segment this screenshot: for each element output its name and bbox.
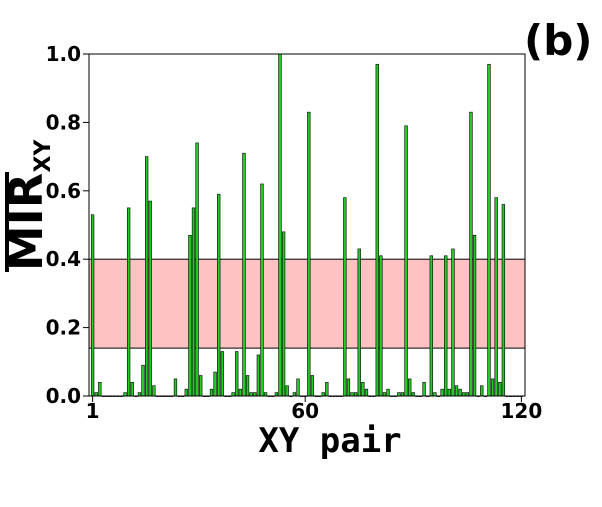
bar-90 <box>411 392 415 397</box>
x-axis-label: XY pair <box>258 421 401 461</box>
x-tick-label: 120 <box>501 399 543 423</box>
bar-42 <box>238 388 242 397</box>
bar-11 <box>126 207 131 397</box>
bar-105 <box>465 392 469 397</box>
bar-115 <box>501 204 506 397</box>
panel-label: (b) <box>524 16 592 65</box>
bar-65 <box>321 392 325 397</box>
bar-44 <box>245 375 250 397</box>
bar-83 <box>386 388 390 397</box>
bar-53 <box>278 53 282 397</box>
bar-46 <box>253 392 257 397</box>
bar-100 <box>447 388 451 397</box>
bar-43 <box>242 152 246 397</box>
bar-15 <box>141 364 145 397</box>
y-tick-label: 0.6 <box>46 179 81 203</box>
bar-55 <box>285 385 289 397</box>
bar-series <box>90 53 524 397</box>
y-tick-label: 0.8 <box>46 110 81 134</box>
y-axis-label: MIR XY <box>0 138 56 272</box>
bar-12 <box>130 382 134 397</box>
bar-28 <box>188 234 192 397</box>
bar-107 <box>472 234 477 397</box>
bar-103 <box>458 388 462 397</box>
bar-80 <box>375 63 379 397</box>
bar-29 <box>191 207 196 397</box>
bar-30 <box>195 142 199 397</box>
bar-14 <box>137 392 142 397</box>
bar-81 <box>379 255 383 397</box>
x-tick-label: 1 <box>86 399 100 423</box>
bar-54 <box>281 231 286 397</box>
bar-74 <box>353 392 358 397</box>
axis-ticks: 0.0 0.2 0.4 0.6 0.8 1.0 1 60 120 <box>46 42 543 423</box>
bar-52 <box>274 392 279 397</box>
bar-73 <box>350 392 354 397</box>
bar-48 <box>260 183 264 397</box>
bar-17 <box>148 200 152 397</box>
x-tick-label: 60 <box>291 399 319 423</box>
bar-41 <box>235 351 239 397</box>
bar-47 <box>256 354 261 397</box>
bar-2 <box>94 392 98 397</box>
y-tick-label: 0.0 <box>46 384 81 408</box>
bar-82 <box>382 392 387 397</box>
bar-99 <box>444 255 448 397</box>
bar-112 <box>490 378 495 397</box>
bar-45 <box>249 392 253 397</box>
bar-87 <box>400 392 405 397</box>
y-axis-label-sub: XY <box>31 138 56 172</box>
bar-62 <box>310 375 315 397</box>
bar-114 <box>498 382 502 397</box>
bar-75 <box>357 248 361 397</box>
bar-86 <box>397 392 401 397</box>
bar-31 <box>199 375 203 397</box>
y-tick-label: 1.0 <box>46 42 81 66</box>
bar-72 <box>346 378 351 397</box>
bar-10 <box>123 392 127 397</box>
bar-36 <box>217 193 221 397</box>
bar-66 <box>325 382 329 397</box>
bar-16 <box>145 156 149 397</box>
bar-101 <box>451 248 455 397</box>
bar-34 <box>209 388 214 397</box>
bar-111 <box>487 63 491 397</box>
bar-106 <box>469 111 473 397</box>
bar-77 <box>364 388 369 397</box>
bar-71 <box>343 197 347 397</box>
bar-18 <box>152 385 156 397</box>
bar-76 <box>361 382 365 397</box>
threshold-band <box>88 258 526 349</box>
bar-27 <box>184 388 188 397</box>
bar-113 <box>494 197 498 397</box>
bar-102 <box>454 385 459 397</box>
bar-3 <box>98 382 102 397</box>
threshold-band-layer <box>88 258 526 349</box>
bar-37 <box>220 351 224 397</box>
bar-58 <box>296 378 300 397</box>
bar-35 <box>213 371 217 397</box>
y-tick-label: 0.2 <box>46 316 81 340</box>
bar-104 <box>462 392 466 397</box>
bar-40 <box>231 392 235 397</box>
bar-61 <box>307 111 311 397</box>
bar-95 <box>429 255 433 397</box>
bar-89 <box>408 378 412 397</box>
y-tick-label: 0.4 <box>46 247 81 271</box>
bar-49 <box>263 392 268 397</box>
bar-24 <box>173 378 178 397</box>
bar-96 <box>433 392 437 397</box>
bar-88 <box>404 125 408 397</box>
bar-1 <box>90 214 95 397</box>
bar-93 <box>422 382 426 397</box>
bar-109 <box>480 385 484 397</box>
plot-frame <box>88 53 526 397</box>
bar-57 <box>292 392 297 397</box>
bar-98 <box>440 388 444 397</box>
